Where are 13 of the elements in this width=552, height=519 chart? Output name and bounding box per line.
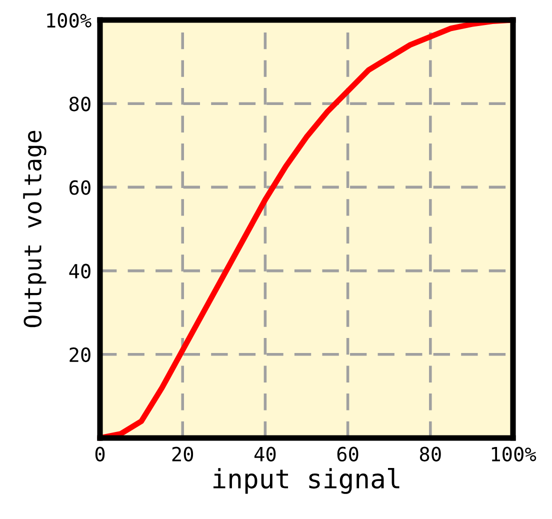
x-axis-title: input signal bbox=[213, 468, 400, 494]
x-tick-label: 20 bbox=[172, 446, 194, 462]
x-tick-label: 60 bbox=[337, 446, 358, 462]
y-tick-label: 80 bbox=[69, 96, 90, 112]
x-tick-label: 80 bbox=[420, 446, 441, 462]
y-tick-label: 40 bbox=[69, 264, 90, 279]
y-tick-label: 100% bbox=[47, 13, 92, 28]
x-tick-label: 0 bbox=[95, 446, 105, 462]
x-tick-label: 40 bbox=[254, 446, 276, 462]
x-tick-label: 100% bbox=[492, 446, 536, 462]
y-tick-label: 20 bbox=[70, 347, 90, 362]
y-axis-title: Output voltage bbox=[23, 130, 46, 328]
y-tick-label: 60 bbox=[70, 180, 90, 195]
